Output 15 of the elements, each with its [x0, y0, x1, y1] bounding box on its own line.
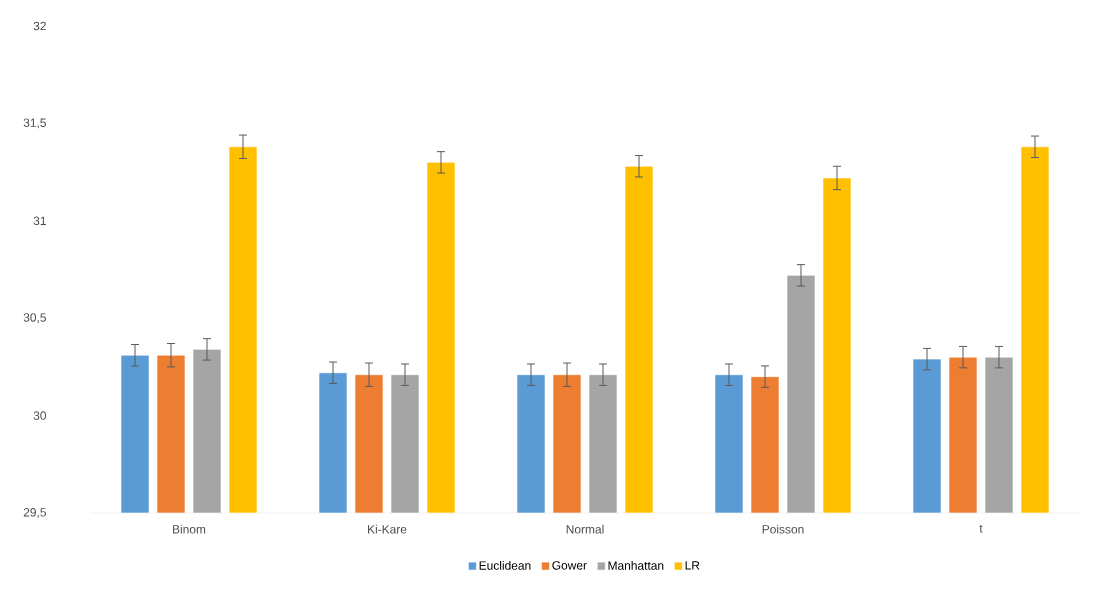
y-tick-label: 30,5	[23, 313, 46, 324]
legend-label: Gower	[552, 561, 587, 570]
x-tick-label: Normal	[566, 524, 604, 534]
legend-label: Manhattan	[608, 561, 664, 570]
y-tick-label: 31	[33, 216, 46, 226]
legend-label: LR	[685, 561, 700, 570]
y-tick-label: 32	[33, 21, 46, 31]
y-tick-label: 29,5	[23, 508, 46, 518]
x-tick-label: t	[979, 524, 983, 533]
y-tick-label: 31,5	[23, 118, 46, 129]
x-tick-label: Poisson	[762, 524, 804, 534]
x-tick-label: Ki-Kare	[368, 524, 407, 534]
x-tick-label: Binom	[173, 524, 206, 534]
legend-label: Euclidean	[479, 561, 531, 570]
y-tick-label: 30	[33, 411, 47, 420]
